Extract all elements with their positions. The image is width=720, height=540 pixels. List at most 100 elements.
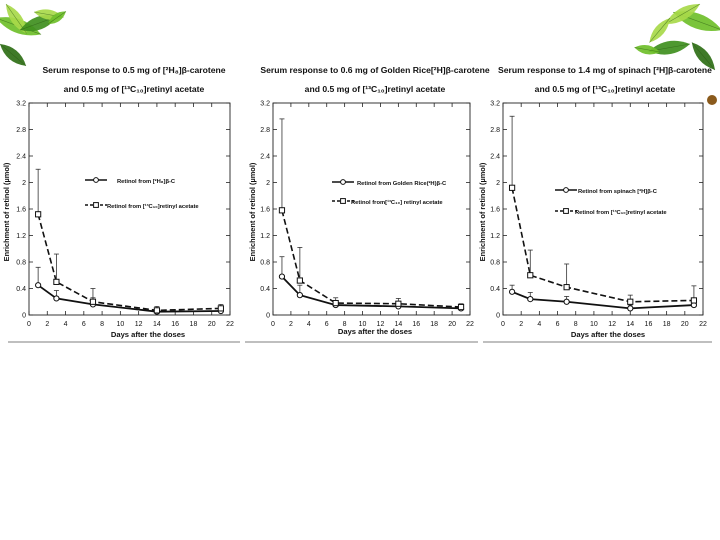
chart-1-x-tick-label: 18 bbox=[190, 321, 198, 328]
chart-1-x-tick-label: 6 bbox=[82, 321, 86, 328]
chart-1-x-tick-label: 0 bbox=[27, 321, 31, 328]
chart-1-series-2-point bbox=[35, 211, 42, 218]
chart-2-y-tick-label: 0 bbox=[266, 313, 270, 320]
leaf-vein bbox=[47, 11, 67, 25]
chart-3-series-2-point bbox=[690, 297, 698, 304]
chart-3-x-tick-label: 0 bbox=[501, 321, 505, 328]
chart-1-series-2-point bbox=[89, 298, 97, 305]
chart-3-x-tick-label: 22 bbox=[699, 321, 707, 328]
chart-2-x-tick-label: 0 bbox=[271, 321, 275, 328]
chart-1-plot-area: 0 2 4 6 8 10 12 14 16 18 20 22 0 0.4 0.8 1.2 1.6 2 2.4 2.8 3… bbox=[16, 101, 234, 329]
chart-1-title-line1: Serum response to 0.5 mg of [²H₈]β-carot… bbox=[42, 65, 225, 75]
chart-1-title-line2: and 0.5 mg of [¹³C₁₀]retinyl acetate bbox=[64, 84, 205, 94]
chart-1-y-tick-label: 1.2 bbox=[16, 233, 26, 240]
chart-2-legend-marker-2 bbox=[340, 198, 346, 204]
chart-1-x-tick-label: 2 bbox=[45, 321, 49, 328]
chart-1-x-tick-label: 10 bbox=[116, 321, 124, 328]
chart-2-y-label: Enrichment of retinol (µmol) bbox=[248, 162, 257, 261]
chart-2-x-tick-label: 4 bbox=[307, 321, 311, 328]
chart-2-x-tick-label: 14 bbox=[394, 321, 402, 328]
chart-1-x-tick-label: 22 bbox=[226, 321, 234, 328]
leaf-cluster-right-icon bbox=[634, 3, 720, 105]
chart-2: Serum response to 0.6 mg of Golden Rice[… bbox=[248, 65, 490, 336]
chart-2-title-line2: and 0.5 mg of [¹³C₁₀]retinyl acetate bbox=[305, 84, 446, 94]
chart-1-series-1-point bbox=[35, 282, 42, 289]
chart-1-y-tick-label: 0.8 bbox=[16, 260, 26, 267]
chart-3-y-tick-label: 2.4 bbox=[490, 154, 500, 161]
chart-3-x-label: Days after the doses bbox=[571, 330, 645, 339]
chart-1-series-2-point bbox=[217, 305, 224, 312]
chart-3-y-tick-label: 0 bbox=[496, 313, 500, 320]
chart-3-series-1-point bbox=[527, 296, 534, 303]
chart-3-x-tick-label: 18 bbox=[663, 321, 671, 328]
branch-knot-icon bbox=[707, 95, 717, 105]
chart-2-series-2-line bbox=[281, 210, 462, 308]
chart-1-x-tick-label: 14 bbox=[153, 321, 161, 328]
chart-3-legend-series-1: Retinol from spinach [²H]β-C bbox=[578, 188, 658, 195]
chart-3-x-tick-label: 2 bbox=[519, 321, 523, 328]
chart-2-legend-marker-1 bbox=[340, 179, 346, 185]
chart-2-y-tick-label: 2.4 bbox=[260, 154, 270, 161]
leaf-cluster-left-icon bbox=[0, 3, 67, 67]
chart-3-x-tick-label: 16 bbox=[645, 321, 653, 328]
chart-3-series-2-point bbox=[508, 184, 516, 191]
chart-1-legend-marker-1 bbox=[93, 177, 99, 183]
chart-1-legend-series-1: Retinol from [²H₈]β-C bbox=[117, 178, 176, 185]
chart-3-y-tick-label: 2 bbox=[496, 180, 500, 187]
chart-2-series-2-point bbox=[296, 277, 303, 284]
chart-1-y-tick-label: 3.2 bbox=[16, 101, 26, 108]
leaf-vein bbox=[0, 43, 27, 67]
chart-2-x-tick-label: 12 bbox=[377, 321, 385, 328]
chart-2-y-tick-label: 2.8 bbox=[260, 127, 270, 134]
chart-3-x-tick-label: 20 bbox=[681, 321, 689, 328]
chart-3-y-tick-label: 0.8 bbox=[490, 260, 500, 267]
chart-1-y-tick-label: 0.4 bbox=[16, 286, 26, 293]
chart-2-y-tick-label: 0.4 bbox=[260, 286, 270, 293]
chart-2-series-2-point bbox=[278, 207, 286, 214]
chart-3-x-tick-label: 14 bbox=[626, 321, 634, 328]
chart-1-y-tick-label: 2 bbox=[22, 180, 26, 187]
chart-1-y-tick-label: 0 bbox=[22, 313, 26, 320]
chart-3-x-tick-label: 4 bbox=[537, 321, 541, 328]
chart-1-legend-marker-2 bbox=[93, 202, 99, 208]
chart-1: Serum response to 0.5 mg of [²H₈]β-carot… bbox=[2, 65, 234, 339]
chart-2-legend-series-2: Retinol from[¹³C₁₀] retinyl acetate bbox=[351, 199, 443, 206]
chart-2-y-tick-label: 1.2 bbox=[260, 233, 270, 240]
chart-2-x-label: Days after the doses bbox=[338, 327, 412, 336]
chart-3-series-2-point bbox=[563, 284, 570, 291]
chart-1-y-tick-label: 1.6 bbox=[16, 207, 26, 214]
chart-3-y-tick-label: 1.2 bbox=[490, 233, 500, 240]
chart-3-x-tick-label: 6 bbox=[556, 321, 560, 328]
chart-3-series-2-point bbox=[527, 272, 534, 279]
chart-1-series-2-point bbox=[53, 278, 60, 285]
chart-3-series-1-point bbox=[508, 288, 516, 295]
chart-2-series-1-point bbox=[278, 273, 286, 280]
chart-1-x-tick-label: 16 bbox=[171, 321, 179, 328]
chart-1-series-2-point bbox=[153, 307, 161, 314]
chart-3-x-tick-label: 8 bbox=[574, 321, 578, 328]
chart-1-x-tick-label: 4 bbox=[64, 321, 68, 328]
chart-2-x-tick-label: 16 bbox=[412, 321, 420, 328]
chart-2-x-tick-label: 18 bbox=[430, 321, 438, 328]
chart-2-plot-area: 0 2 4 6 8 10 12 14 16 18 20 22 0 0.4 0.8 1.2 1.6 2 2.4 2.8 3… bbox=[260, 101, 474, 329]
chart-1-x-tick-label: 20 bbox=[208, 321, 216, 328]
chart-1-y-tick-label: 2.4 bbox=[16, 154, 26, 161]
chart-3-x-tick-label: 10 bbox=[590, 321, 598, 328]
chart-1-x-tick-label: 8 bbox=[100, 321, 104, 328]
chart-1-y-tick-label: 2.8 bbox=[16, 127, 26, 134]
chart-1-x-tick-label: 12 bbox=[135, 321, 143, 328]
chart-2-x-tick-label: 22 bbox=[466, 321, 474, 328]
chart-1-series-1-point bbox=[53, 295, 60, 302]
chart-2-x-tick-label: 6 bbox=[325, 321, 329, 328]
chart-3-y-tick-label: 3.2 bbox=[490, 101, 500, 108]
chart-2-y-tick-label: 1.6 bbox=[260, 207, 270, 214]
chart-3-series-1-point bbox=[563, 298, 570, 305]
chart-3-series-1-point bbox=[627, 305, 634, 312]
chart-2-series-1-point bbox=[296, 292, 303, 299]
chart-2-y-tick-label: 2 bbox=[266, 180, 270, 187]
chart-2-x-tick-label: 20 bbox=[448, 321, 456, 328]
chart-3-series-2-point bbox=[627, 298, 634, 305]
leaf-vein bbox=[665, 3, 701, 25]
chart-3-x-tick-label: 12 bbox=[608, 321, 616, 328]
